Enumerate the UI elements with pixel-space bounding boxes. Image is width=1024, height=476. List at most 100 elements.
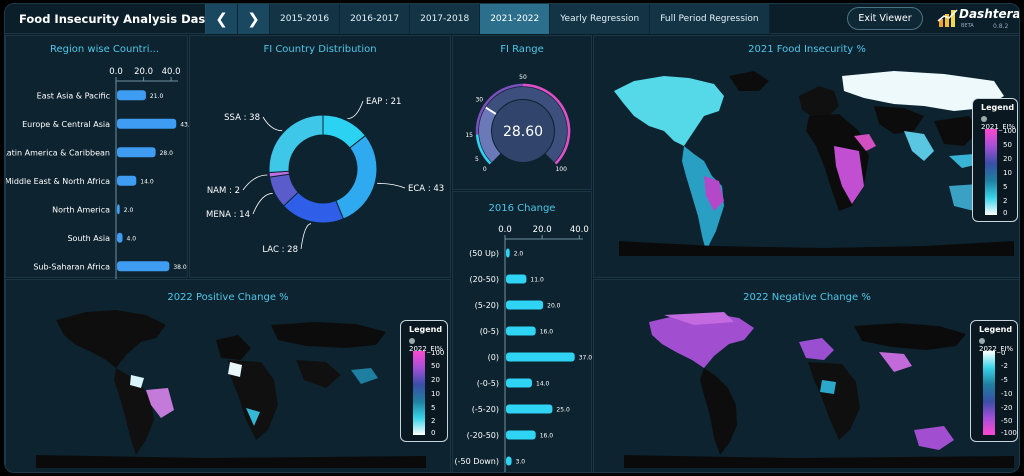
category-label: (0) — [488, 353, 499, 362]
bar — [506, 352, 575, 362]
x-tick-label: 40.0 — [162, 67, 181, 77]
data-label: 4.0 — [127, 235, 137, 242]
data-label: 43.0 — [180, 121, 189, 128]
legend-title: Legend — [981, 103, 1015, 112]
legend-series-label: 2021_FI% — [981, 123, 1016, 131]
category-label: North America — [52, 205, 110, 214]
data-label: 28.0 — [160, 150, 174, 157]
world-map-2021 — [614, 71, 1014, 256]
bar — [506, 404, 553, 414]
category-label: (-20-50) — [467, 431, 499, 440]
legend-tick: -2 — [1001, 362, 1008, 370]
donut-panel: FI Country Distribution EAP : 21 ECA : 43… — [189, 35, 451, 278]
legend-series: 2022_FI% — [409, 337, 447, 353]
data-label: 16.0 — [540, 329, 554, 336]
legend-title: Legend — [409, 325, 443, 334]
leader-line — [377, 182, 406, 189]
category-label: (20-50) — [470, 275, 500, 284]
bar — [117, 204, 120, 215]
legend-tick: 2 — [1003, 197, 1008, 205]
legend-tick: -10 — [1001, 390, 1013, 398]
data-label: 25.0 — [556, 407, 570, 414]
bar — [506, 378, 532, 388]
bar — [117, 232, 123, 243]
bar — [117, 261, 170, 272]
data-label: 16.0 — [540, 433, 554, 440]
legend-tick: -20 — [1001, 404, 1013, 412]
region-bar-chart: 0.0 20.0 40.0 East Asia & Pacific 21.0 Europe… — [6, 67, 189, 279]
legend-tick: 100 — [1003, 127, 1017, 135]
leader-line — [300, 223, 312, 250]
category-label: South Asia — [67, 234, 110, 243]
change-bar-chart: 0.0 20.0 40.0 2.0 11.0 20.0 16.0 37.0 14.0 25.0 16… — [454, 225, 592, 472]
gauge-tick-label: 0 — [483, 166, 487, 173]
prev-button[interactable]: ❮ — [206, 4, 238, 34]
tab-2016-2017[interactable]: 2016-2017 — [340, 4, 411, 34]
gauge-title: FI Range — [500, 44, 544, 55]
x-tick-label: 20.0 — [134, 67, 153, 77]
tab-2015-2016[interactable]: 2015-2016 — [270, 4, 341, 34]
gauge-tick-label: 5 — [475, 156, 479, 163]
data-label: 3.0 — [516, 459, 526, 466]
slice-label: EAP : 21 — [366, 97, 401, 107]
gauge-tick-label: 50 — [519, 74, 527, 81]
category-label: East Asia & Pacific — [37, 91, 110, 100]
legend-title: Legend — [979, 325, 1013, 334]
dashtera-logo-icon — [937, 9, 958, 27]
neg2022-panel: 2022 Negative Change % Legend 2022_FI% 0… — [593, 279, 1019, 472]
legend-2021: Legend 2021_FI% 100 50 20 10 5 2 0 — [972, 98, 1018, 222]
gauge-chart: 05 15 30 50 100 28.60 — [465, 74, 571, 173]
data-label: 21.0 — [150, 93, 164, 100]
top-bar: Food Insecurity Analysis Dashboard ❮ ❯ 2… — [5, 4, 1019, 34]
data-label: 2.0 — [124, 207, 134, 214]
tab-2017-2018[interactable]: 2017-2018 — [410, 4, 481, 34]
gauge-tick-label: 15 — [465, 132, 473, 139]
bar — [117, 90, 146, 101]
legend-tick: 100 — [431, 349, 445, 357]
donut-slice — [335, 134, 378, 220]
pos2022-title: 2022 Positive Change % — [167, 292, 289, 303]
tab-full-period-regression[interactable]: Full Period Regression — [650, 4, 770, 34]
slice-label: NAM : 2 — [207, 186, 240, 196]
gauge-high-arc — [522, 83, 571, 165]
x-tick-label: 0.0 — [109, 67, 123, 77]
legend-dot-icon — [981, 116, 987, 122]
donut-chart: EAP : 21 ECA : 43 LAC : 28 MENA : 14 NAM : 2… — [206, 97, 444, 255]
data-label: 14.0 — [536, 381, 550, 388]
brand-beta: BETA — [961, 23, 974, 29]
tab-yearly-regression[interactable]: Yearly Regression — [550, 4, 651, 34]
legend-tick: 0 — [1001, 349, 1006, 357]
legend-tick: 5 — [1003, 183, 1008, 191]
legend-tick: -5 — [1001, 376, 1008, 384]
tab-2021-2022[interactable]: 2021-2022 — [480, 4, 551, 34]
bar — [117, 147, 156, 158]
donut-slice — [268, 114, 324, 174]
gauge-low-arc — [475, 134, 492, 165]
dashboard-frame: Food Insecurity Analysis Dashboard ❮ ❯ 2… — [4, 3, 1020, 473]
bar — [117, 175, 137, 186]
brand-version: 0.8.2 — [993, 23, 1009, 30]
category-label: Europe & Central Asia — [22, 120, 110, 129]
legend-dot-icon — [409, 338, 415, 344]
exit-viewer-button[interactable]: Exit Viewer — [847, 7, 923, 30]
legend-tick: 10 — [431, 390, 440, 398]
leader-line — [242, 174, 268, 191]
legend-neg2022: Legend 2022_FI% 0 -2 -5 -10 -20 -50 -100 — [970, 320, 1018, 442]
next-button[interactable]: ❯ — [238, 4, 270, 34]
legend-pos2022: Legend 2022_FI% 100 50 20 10 5 2 0 — [400, 320, 448, 442]
bar — [506, 248, 510, 258]
legend-tick: 0 — [431, 429, 436, 437]
legend-series-label: 2022_FI% — [409, 345, 444, 353]
change2016-title: 2016 Change — [488, 203, 556, 214]
x-tick-label: 20.0 — [533, 225, 552, 235]
category-label: (-5-20) — [472, 405, 499, 414]
leader-line — [252, 193, 273, 215]
data-label: 20.0 — [547, 303, 561, 310]
gauge-needle — [485, 106, 497, 115]
legend-series-label: 2022_FI% — [979, 345, 1014, 353]
legend-tick: 0 — [1003, 209, 1008, 217]
leader-line — [262, 116, 283, 132]
legend-tick: 50 — [1003, 141, 1012, 149]
neg2022-title: 2022 Negative Change % — [743, 292, 871, 303]
category-label: (-50 Down) — [454, 457, 499, 466]
